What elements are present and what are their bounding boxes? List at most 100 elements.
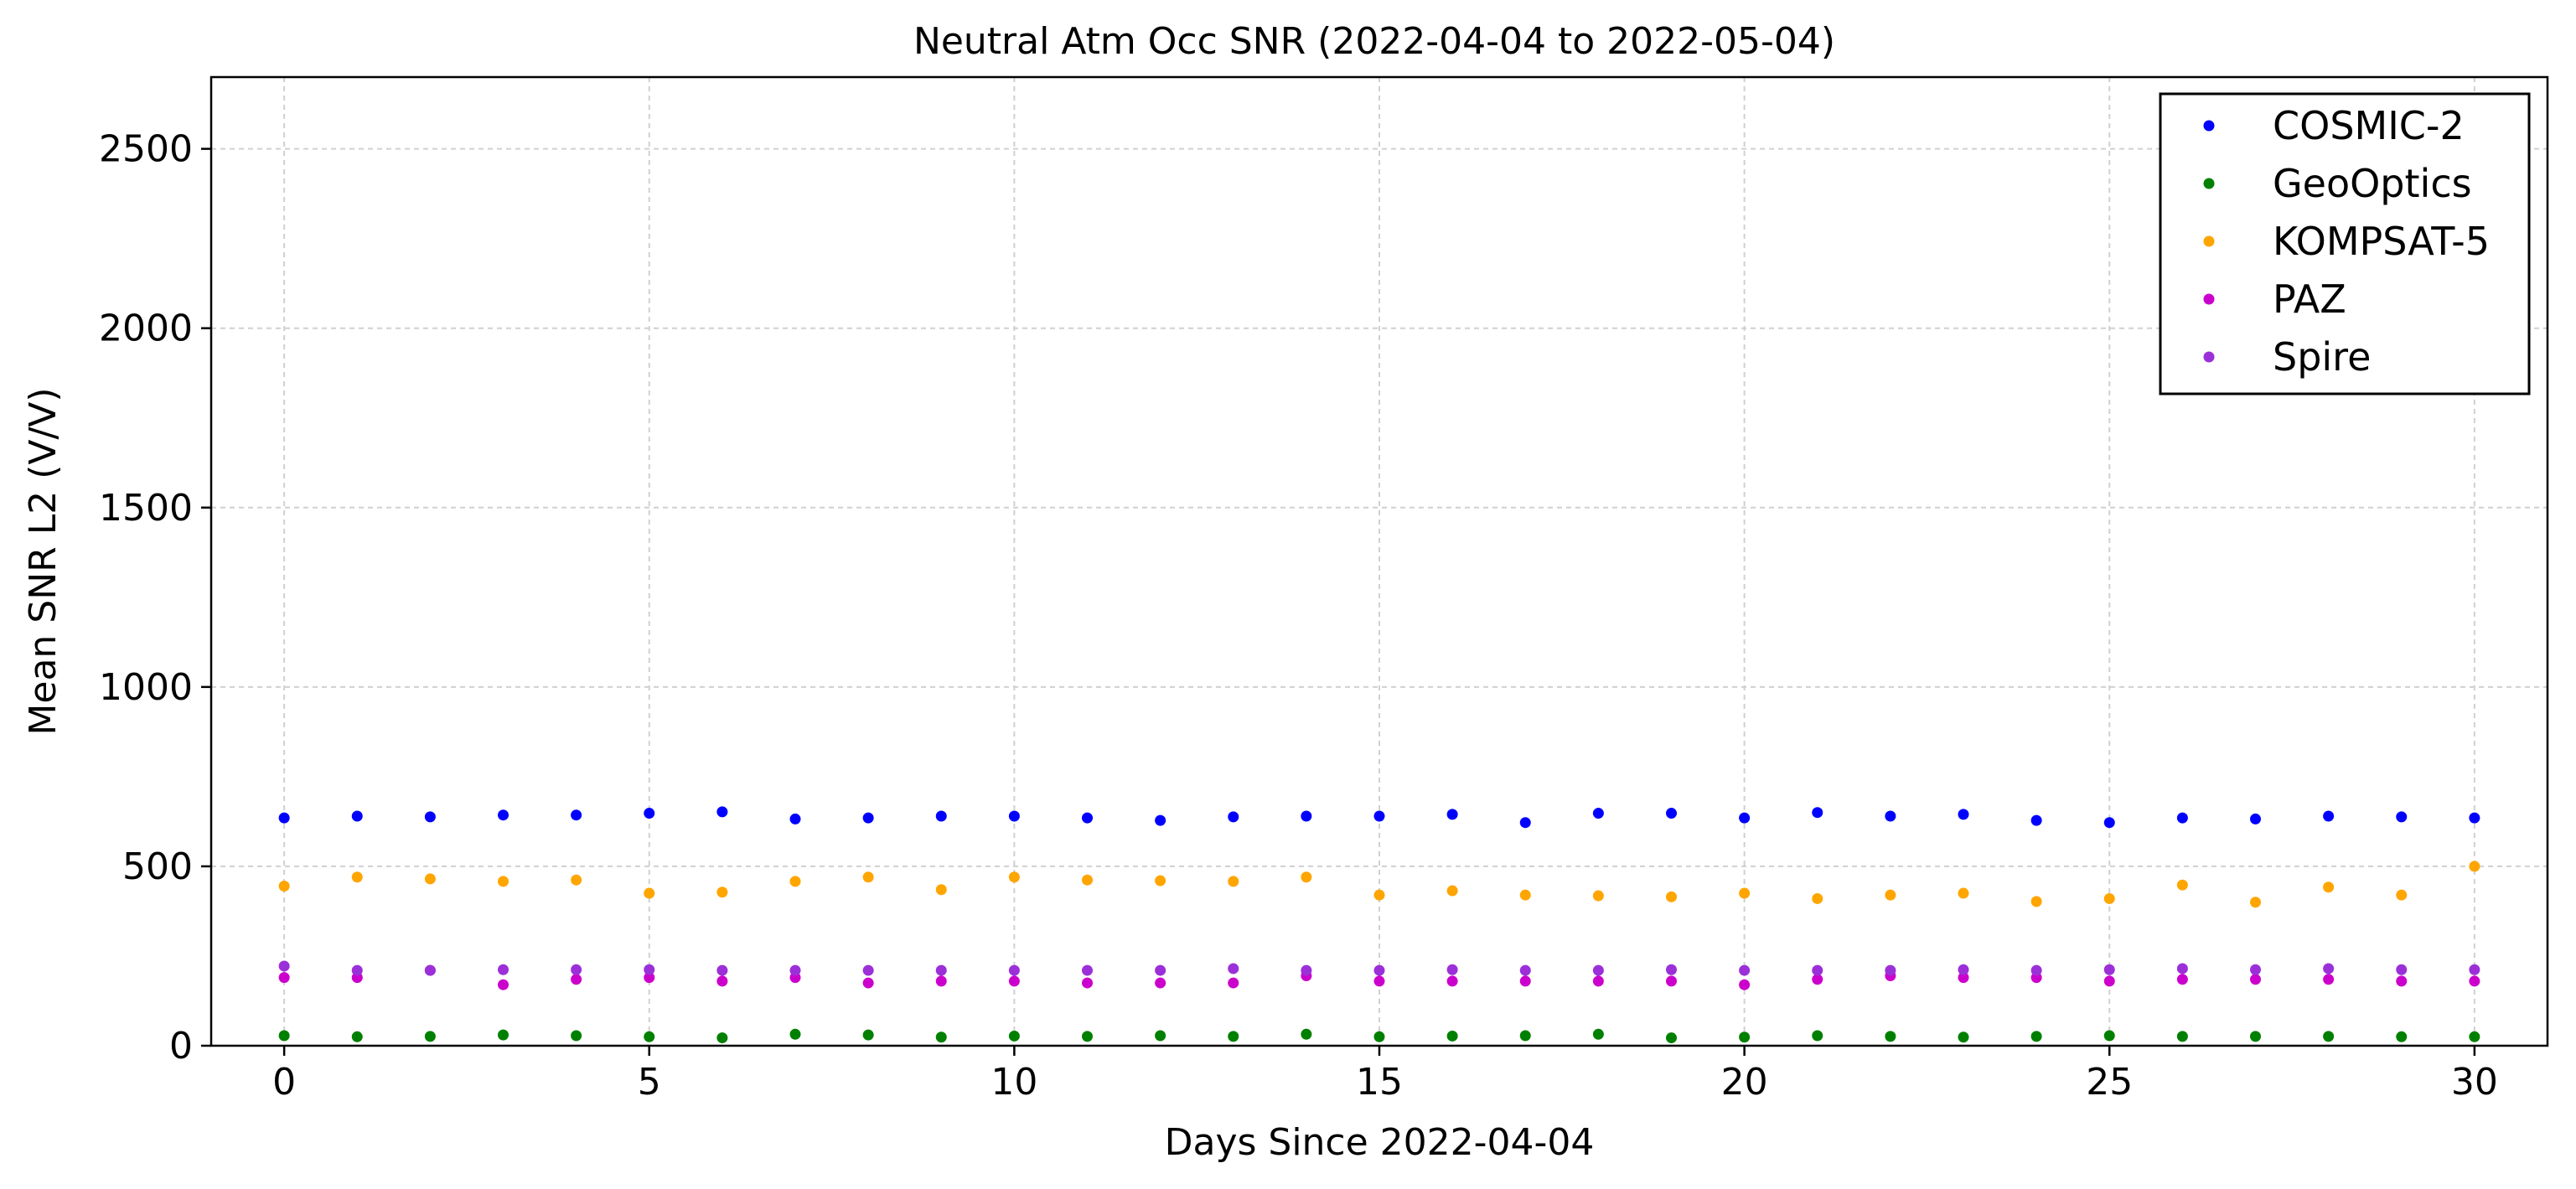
data-point [862, 871, 874, 883]
data-point [2250, 1031, 2261, 1042]
data-point [1155, 875, 1166, 887]
data-point [1885, 889, 1896, 901]
data-point [1008, 964, 1020, 976]
data-point [1739, 812, 1751, 824]
data-point [2250, 813, 2261, 825]
data-point [571, 964, 582, 975]
data-point [1301, 964, 1312, 976]
data-point [1812, 892, 1823, 904]
data-point [2103, 964, 2115, 975]
data-point [1082, 977, 1093, 989]
legend-item: Spire [2203, 334, 2371, 380]
data-point [1228, 977, 1239, 989]
data-point [1082, 964, 1093, 976]
data-point [351, 810, 363, 822]
data-point [935, 975, 947, 987]
data-point [2469, 964, 2480, 975]
data-point [2469, 975, 2480, 987]
legend-item: GeoOptics [2203, 161, 2472, 206]
data-point [1446, 1030, 1458, 1042]
data-point [2030, 814, 2042, 826]
data-point [351, 871, 363, 883]
data-point [1885, 964, 1896, 976]
data-point [1373, 810, 1385, 822]
data-point [278, 812, 290, 824]
series-kompsat-5 [278, 861, 2480, 908]
data-point [935, 810, 947, 822]
data-point [2176, 812, 2188, 824]
y-axis-label: Mean SNR L2 (V/V) [22, 387, 65, 735]
data-point [1373, 964, 1385, 976]
legend-item: PAZ [2203, 277, 2346, 322]
data-point [1446, 809, 1458, 820]
data-point [2323, 1031, 2335, 1042]
data-point [1739, 964, 1751, 976]
data-point [2250, 897, 2261, 908]
data-point [2030, 1031, 2042, 1042]
series-spire [278, 960, 2480, 976]
data-point [1958, 887, 1969, 899]
data-point [1446, 964, 1458, 975]
x-axis-label: Days Since 2022-04-04 [1165, 1121, 1595, 1164]
data-point [716, 806, 728, 818]
legend-item: KOMPSAT-5 [2203, 219, 2490, 264]
y-tick-label: 2000 [99, 308, 193, 350]
data-point [1446, 885, 1458, 897]
data-point [2396, 964, 2408, 975]
data-point [2176, 1031, 2188, 1042]
y-tick-label: 500 [122, 845, 193, 888]
data-point [789, 876, 801, 887]
data-point [2323, 881, 2335, 893]
data-point [862, 1029, 874, 1041]
data-point [2030, 896, 2042, 907]
data-point [716, 887, 728, 898]
data-point [1008, 1030, 1020, 1042]
series-cosmic-2 [278, 806, 2480, 829]
data-point [862, 812, 874, 824]
data-point [1812, 974, 1823, 985]
data-point [2176, 974, 2188, 985]
data-point [1008, 810, 1020, 822]
chart-title: Neutral Atm Occ SNR (2022-04-04 to 2022-… [913, 20, 1835, 63]
data-point [1519, 1030, 1531, 1042]
data-point [1958, 972, 1969, 984]
data-point [644, 1031, 655, 1042]
legend-item: COSMIC-2 [2203, 103, 2465, 148]
data-point [498, 1029, 509, 1041]
data-point [1446, 975, 1458, 987]
data-point [2103, 1030, 2115, 1042]
data-point [1812, 807, 1823, 819]
data-point [1082, 874, 1093, 886]
data-point [571, 974, 582, 985]
data-point [1301, 810, 1312, 822]
data-point [1739, 1031, 1751, 1043]
data-point [935, 884, 947, 896]
data-point [278, 1030, 290, 1042]
data-point [935, 1031, 947, 1043]
data-point [2396, 889, 2408, 901]
legend-label: KOMPSAT-5 [2273, 219, 2490, 264]
data-point [1885, 810, 1896, 822]
data-point [2323, 963, 2335, 974]
data-point [571, 1030, 582, 1042]
data-point [1373, 1031, 1385, 1042]
y-tick-label: 0 [169, 1025, 193, 1068]
data-point [1008, 975, 1020, 987]
data-points [278, 806, 2480, 1044]
data-point [1666, 891, 1677, 902]
legend-label: COSMIC-2 [2273, 103, 2465, 148]
data-point [1666, 975, 1677, 987]
data-point [716, 1032, 728, 1044]
data-point [1301, 1028, 1312, 1040]
data-point [644, 964, 655, 975]
data-point [2323, 810, 2335, 822]
data-point [716, 975, 728, 987]
data-point [571, 809, 582, 821]
data-point [2176, 879, 2188, 891]
data-point [1519, 964, 1531, 976]
data-point [2103, 817, 2115, 829]
x-axis-ticks: 0 5 10 15 20 25 30 [272, 1046, 2498, 1104]
data-point [351, 1031, 363, 1042]
data-point [498, 979, 509, 990]
